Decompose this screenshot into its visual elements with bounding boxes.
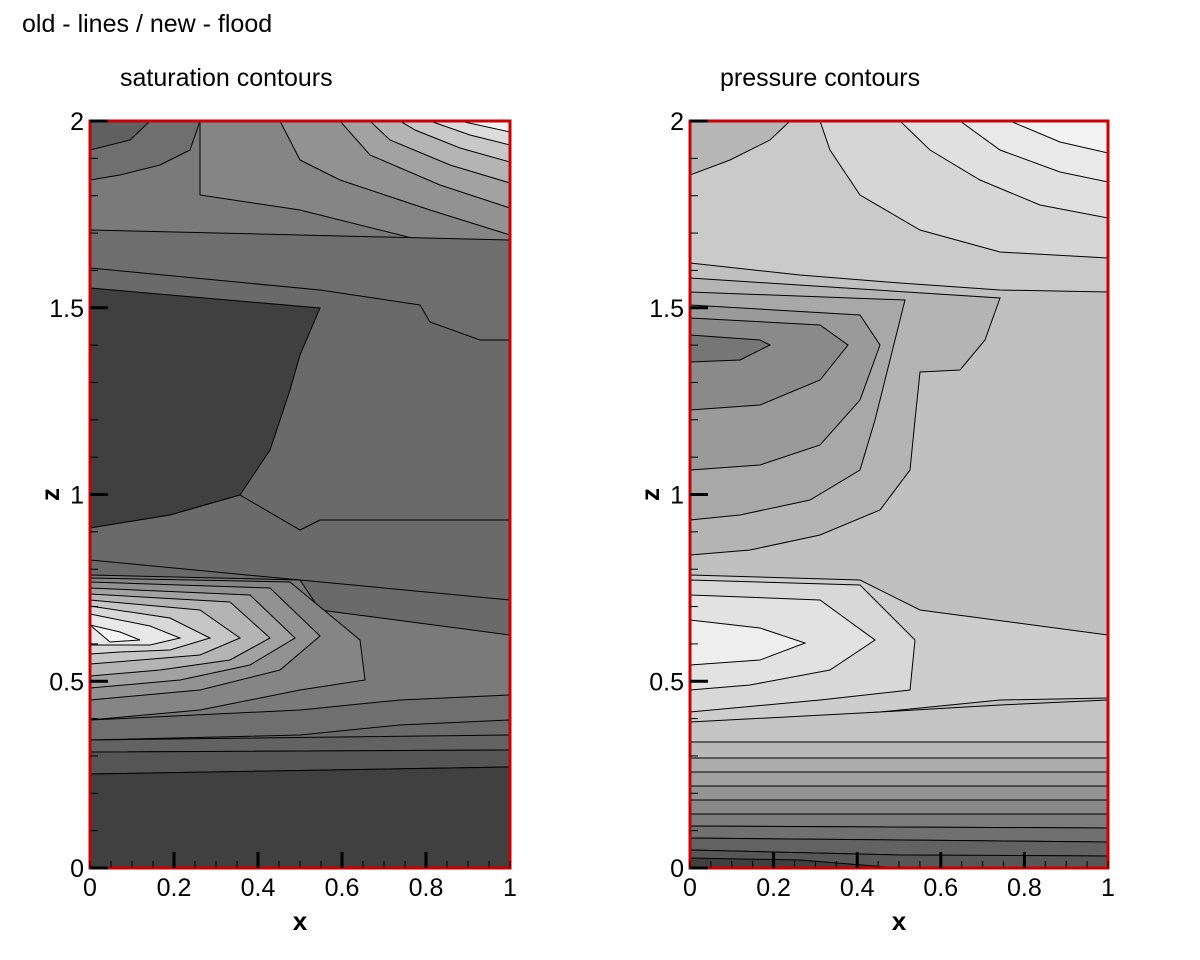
saturation-ztick-label: 1 [70,482,84,510]
pressure-xtick-label: 0 [683,874,697,902]
saturation-xtick-label: 0.8 [409,874,444,902]
pressure-xtick-label: 0.2 [756,874,791,902]
pressure-xtick-label: 0.6 [923,874,958,902]
saturation-zlabel: z [35,488,65,501]
pressure-ztick-label: 1.5 [649,295,684,323]
saturation-title: saturation contours [120,64,333,92]
pressure-xtick-label: 0.8 [1007,874,1042,902]
pressure-ztick-label: 1 [670,482,684,510]
saturation-field [90,121,510,868]
saturation-xtick-label: 1 [503,874,517,902]
pressure-ztick-label: 0 [670,855,684,883]
saturation-xlabel: x [293,906,308,936]
saturation-xtick-label: 0.4 [241,874,276,902]
pressure-zlabel: z [635,488,665,501]
saturation-ztick-label: 0 [70,855,84,883]
pressure-ztick-label: 0.5 [649,668,684,696]
pressure-field [690,121,1108,868]
saturation-xtick-label: 0 [83,874,97,902]
pressure-title: pressure contours [720,64,921,92]
saturation-xtick-label: 0.2 [157,874,192,902]
figure-title: old - lines / new - flood [22,10,273,38]
pressure-ztick-label: 2 [670,108,684,136]
pressure-xlabel: x [892,906,907,936]
saturation-ztick-label: 0.5 [49,668,84,696]
saturation-ztick-label: 1.5 [49,295,84,323]
pressure-xtick-label: 1 [1101,874,1115,902]
saturation-xtick-label: 0.6 [325,874,360,902]
saturation-ztick-label: 2 [70,108,84,136]
pressure-xtick-label: 0.4 [840,874,875,902]
